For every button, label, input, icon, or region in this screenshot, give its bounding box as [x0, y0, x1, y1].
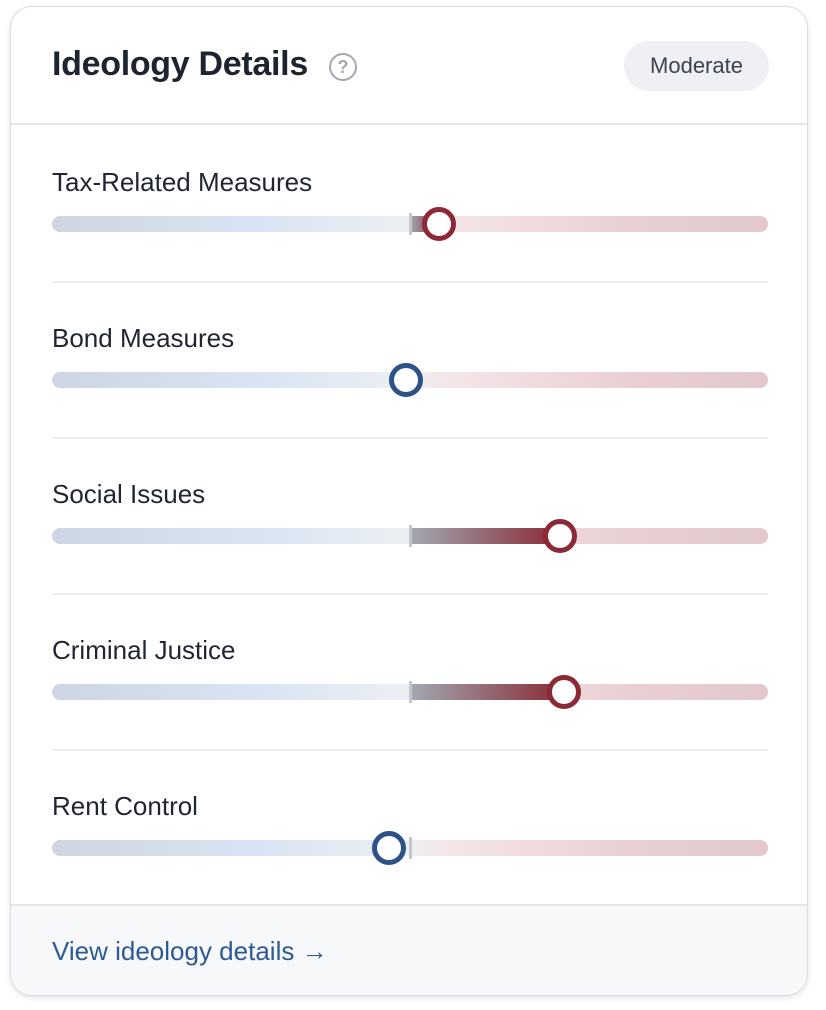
- slider-thumb[interactable]: [421, 207, 456, 241]
- measure-row: Tax-Related Measures: [52, 127, 768, 283]
- card-footer: View ideology details →: [11, 904, 807, 995]
- slider-thumb[interactable]: [546, 675, 581, 709]
- conservative-fill: [410, 684, 564, 700]
- conservative-fill: [410, 528, 561, 544]
- measure-label: Bond Measures: [52, 323, 235, 353]
- view-ideology-details-link[interactable]: View ideology details →: [52, 936, 328, 966]
- center-tick: [409, 213, 412, 235]
- measure-row: Social Issues: [52, 439, 768, 595]
- ideology-card: Ideology Details ? Moderate Tax-Related …: [10, 6, 808, 996]
- help-icon[interactable]: ?: [329, 53, 357, 81]
- slider-thumb[interactable]: [371, 831, 406, 865]
- center-tick: [409, 681, 412, 703]
- slider-thumb[interactable]: [543, 519, 578, 553]
- slider-thumb[interactable]: [389, 363, 424, 397]
- measure-label: Criminal Justice: [52, 635, 236, 665]
- measure-label: Rent Control: [52, 791, 198, 821]
- card-title: Ideology Details: [52, 45, 308, 83]
- center-tick: [409, 525, 412, 547]
- measure-row: Bond Measures: [52, 283, 768, 439]
- card-header: Ideology Details ? Moderate: [11, 7, 807, 125]
- measure-label: Social Issues: [52, 479, 206, 509]
- measure-row: Criminal Justice: [52, 595, 768, 751]
- measure-label: Tax-Related Measures: [52, 167, 313, 197]
- center-tick: [409, 837, 412, 859]
- ideology-badge: Moderate: [624, 41, 769, 91]
- measure-row: Rent Control: [52, 751, 768, 907]
